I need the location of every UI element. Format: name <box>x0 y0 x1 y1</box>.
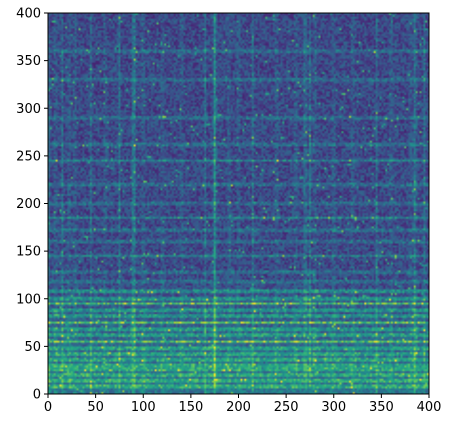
x-tick-label: 200 <box>226 400 251 415</box>
x-tick-label: 400 <box>417 400 442 415</box>
x-tick-label: 0 <box>44 400 52 415</box>
y-tick-label: 350 <box>16 54 41 69</box>
y-tick-label: 250 <box>16 149 41 164</box>
x-tick-label: 350 <box>369 400 394 415</box>
x-tick-label: 150 <box>178 400 203 415</box>
x-tick-label: 300 <box>321 400 346 415</box>
heatmap-cells <box>48 13 429 394</box>
y-tick-label: 300 <box>16 102 41 117</box>
y-tick-label: 150 <box>16 245 41 260</box>
x-tick-label: 100 <box>131 400 156 415</box>
heatmap-image <box>48 13 429 394</box>
y-tick-label: 200 <box>16 197 41 212</box>
x-tick-label: 250 <box>274 400 299 415</box>
y-axis: 0 50 100 150 200 250 300 350 400 <box>16 7 48 403</box>
x-tick-label: 50 <box>87 400 104 415</box>
y-tick-label: 100 <box>16 292 41 307</box>
y-tick-label: 0 <box>33 388 41 403</box>
x-axis: 0 50 100 150 200 250 300 350 400 <box>44 394 442 415</box>
y-tick-label: 50 <box>24 340 41 355</box>
y-tick-label: 400 <box>16 7 41 22</box>
